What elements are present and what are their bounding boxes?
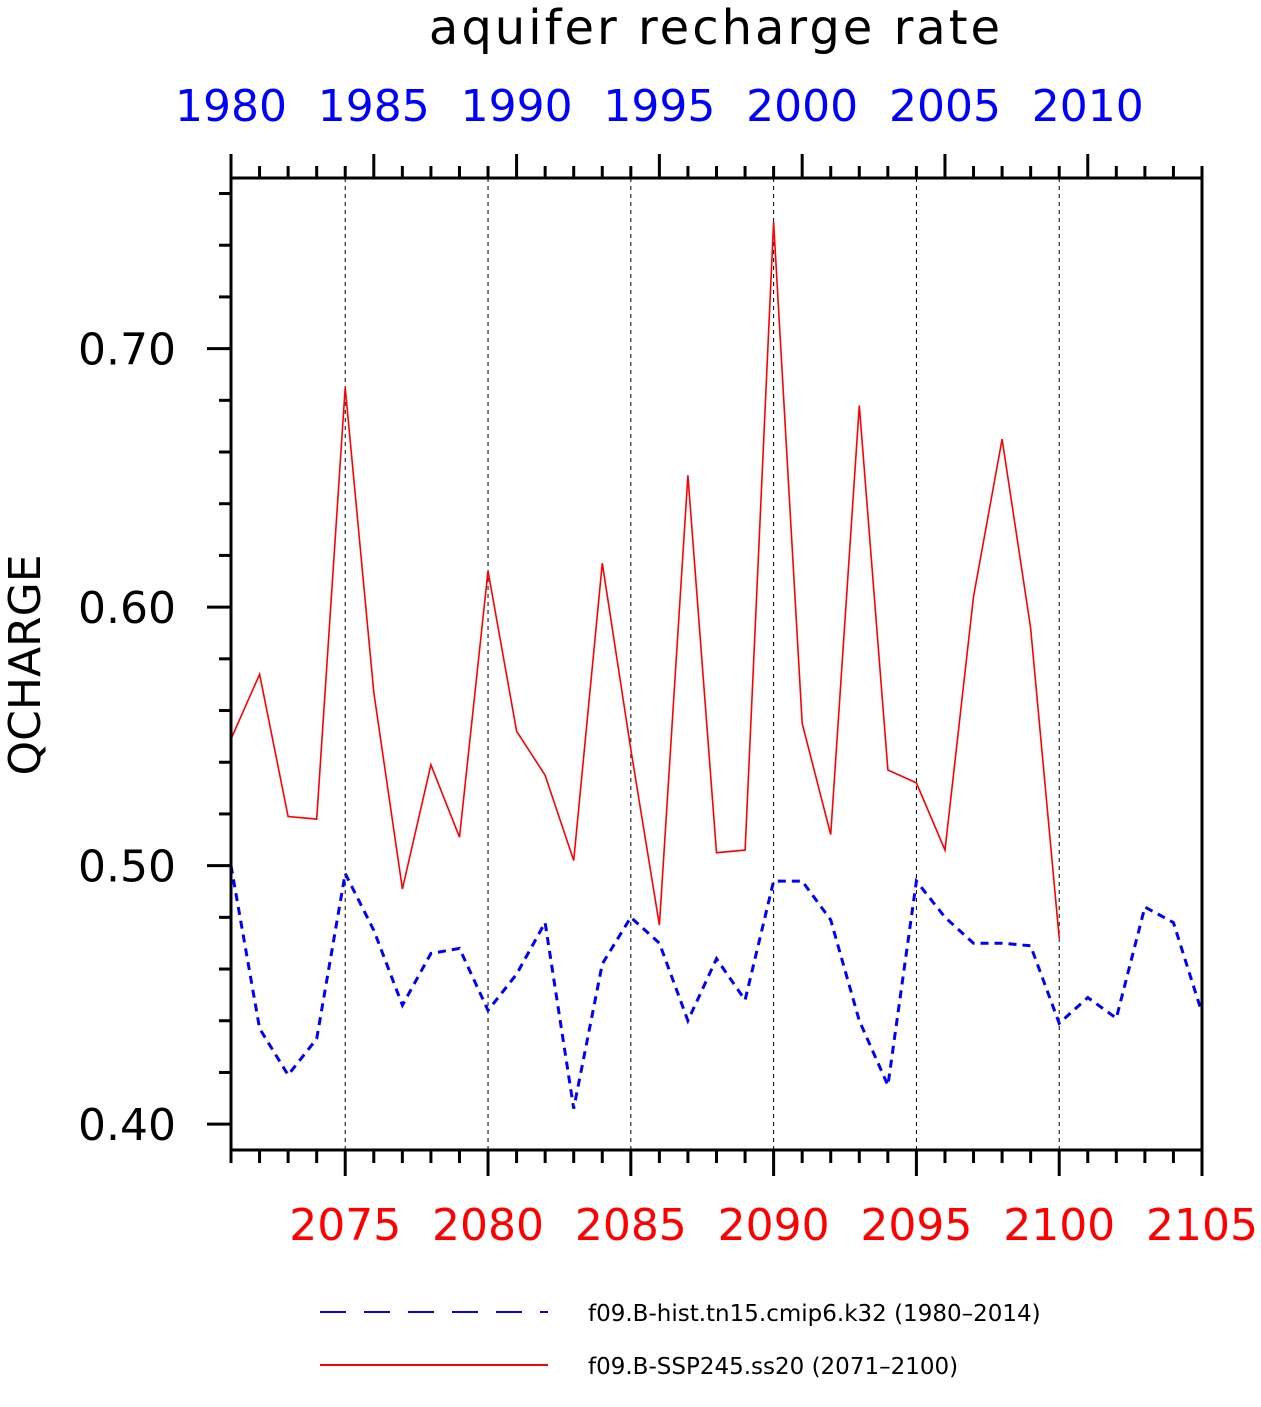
legend-label-ssp: f09.B-SSP245.ss20 (2071–2100)	[588, 1354, 958, 1380]
top-axis-tick-label: 1980	[175, 81, 287, 132]
grid-lines	[344, 178, 1060, 1150]
series-layer	[229, 221, 1204, 1109]
legend: f09.B-hist.tn15.cmip6.k32 (1980–2014) f0…	[320, 1301, 1041, 1380]
top-axis-tick-label: 2005	[889, 81, 1001, 132]
top-axis-tick-label: 1985	[318, 81, 430, 132]
series-line-ssp245	[230, 221, 1060, 939]
series-line-hist	[229, 865, 1204, 1109]
bottom-axis: 2075 2080 2085 2090 2095 2100 2105	[229, 1150, 1258, 1251]
top-axis: 1980 1985 1990 1995 2000 2005 2010	[175, 81, 1204, 178]
y-axis-tick-label: 0.70	[78, 325, 176, 376]
y-axis-label: QCHARGE	[0, 554, 51, 775]
bottom-axis-tick-label: 2085	[575, 1200, 687, 1251]
bottom-axis-tick-label: 2075	[289, 1200, 401, 1251]
bottom-axis-tick-label: 2095	[860, 1200, 972, 1251]
legend-label-hist: f09.B-hist.tn15.cmip6.k32 (1980–2014)	[588, 1301, 1041, 1327]
bottom-axis-tick-label: 2090	[718, 1200, 830, 1251]
top-axis-tick-label: 1995	[603, 81, 715, 132]
y-axis-tick-label: 0.60	[78, 583, 176, 634]
top-axis-tick-label: 1990	[461, 81, 573, 132]
bottom-axis-tick-label: 2080	[432, 1200, 544, 1251]
chart-title: aquifer recharge rate	[429, 0, 1003, 56]
left-axis: 0.40 0.50 0.60 0.70	[78, 192, 231, 1151]
bottom-axis-tick-label: 2105	[1146, 1200, 1258, 1251]
top-axis-tick-label: 2000	[746, 81, 858, 132]
top-axis-tick-label: 2010	[1032, 81, 1144, 132]
plot-frame	[229, 176, 1204, 1152]
y-axis-tick-label: 0.50	[78, 842, 176, 893]
y-axis-tick-label: 0.40	[78, 1100, 176, 1151]
bottom-axis-tick-label: 2100	[1003, 1200, 1115, 1251]
